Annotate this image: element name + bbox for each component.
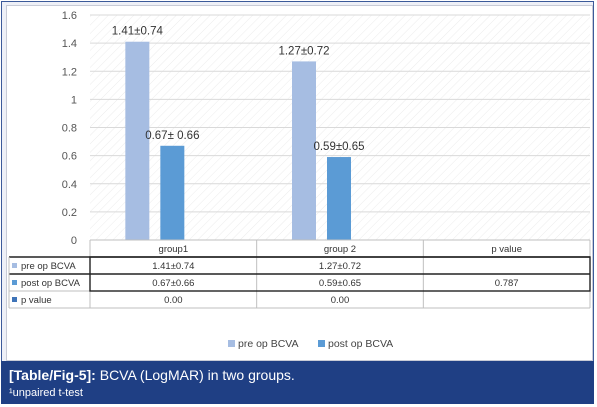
caption-text: BCVA (LogMAR) in two groups. [99, 367, 295, 383]
table-column-header: group 2 [324, 244, 356, 255]
table-column-header: p value [491, 244, 522, 255]
bar-post-op [327, 157, 351, 240]
table-cell: 0.59±0.65 [319, 278, 361, 289]
y-tick-label: 1.2 [62, 66, 77, 78]
legend-key-marker [12, 280, 17, 285]
table-cell: 0.787 [495, 278, 519, 289]
table-row-label: post op BCVA [21, 278, 81, 289]
bar-post-op [160, 145, 185, 240]
y-tick-label: 1 [71, 94, 77, 106]
data-label: 0.67± 0.66 [145, 130, 199, 142]
bar-pre-op [125, 41, 150, 240]
table-column-header: group1 [159, 244, 189, 255]
y-tick-label: 1.6 [62, 10, 77, 22]
legend-swatch [318, 340, 325, 347]
table-row-label: p value [21, 295, 52, 306]
table-cell: 0.67±0.66 [152, 278, 194, 289]
caption-line: [Table/Fig-5]: BCVA (LogMAR) in two grou… [9, 366, 586, 384]
table-cell: 1.41±0.74 [152, 261, 194, 272]
y-tick-label: 0.4 [62, 179, 77, 191]
legend-key-marker [12, 297, 17, 302]
table-row-label: pre op BCVA [21, 261, 76, 272]
table-cell: 1.27±0.72 [319, 261, 361, 272]
data-label: 1.27±0.72 [278, 45, 329, 57]
bar-pre-op [292, 61, 316, 240]
table-highlight-border [89, 256, 591, 292]
table-cell: 0.00 [164, 295, 183, 306]
y-tick-label: 0.2 [62, 207, 77, 219]
table-cell: 0.00 [331, 295, 350, 306]
data-label: 0.59±0.65 [313, 141, 364, 153]
bar-chart: 0 0.2 0.4 0.6 0.8 1 1.2 1.4 1.6 1.41±0.74 1.27±0.7… [8, 10, 591, 350]
y-tick-label: 0 [71, 235, 77, 247]
legend-swatch [228, 340, 235, 347]
chart-area: 0 0.2 0.4 0.6 0.8 1 1.2 1.4 1.6 1.41±0.74 1.27±0.7… [6, 5, 593, 361]
data-label: 1.41±0.74 [112, 26, 164, 38]
caption-tag: [Table/Fig-5]: [9, 367, 96, 383]
y-tick-label: 1.4 [62, 38, 77, 50]
figure-caption: [Table/Fig-5]: BCVA (LogMAR) in two grou… [1, 361, 594, 404]
y-tick-label: 0.8 [62, 123, 77, 135]
y-tick-label: 0.6 [62, 151, 77, 163]
caption-note: ¹unpaired t-test [9, 387, 83, 399]
legend-label: post op BCVA [328, 338, 393, 350]
legend-label: pre op BCVA [238, 338, 299, 350]
legend-key-marker [12, 263, 17, 268]
